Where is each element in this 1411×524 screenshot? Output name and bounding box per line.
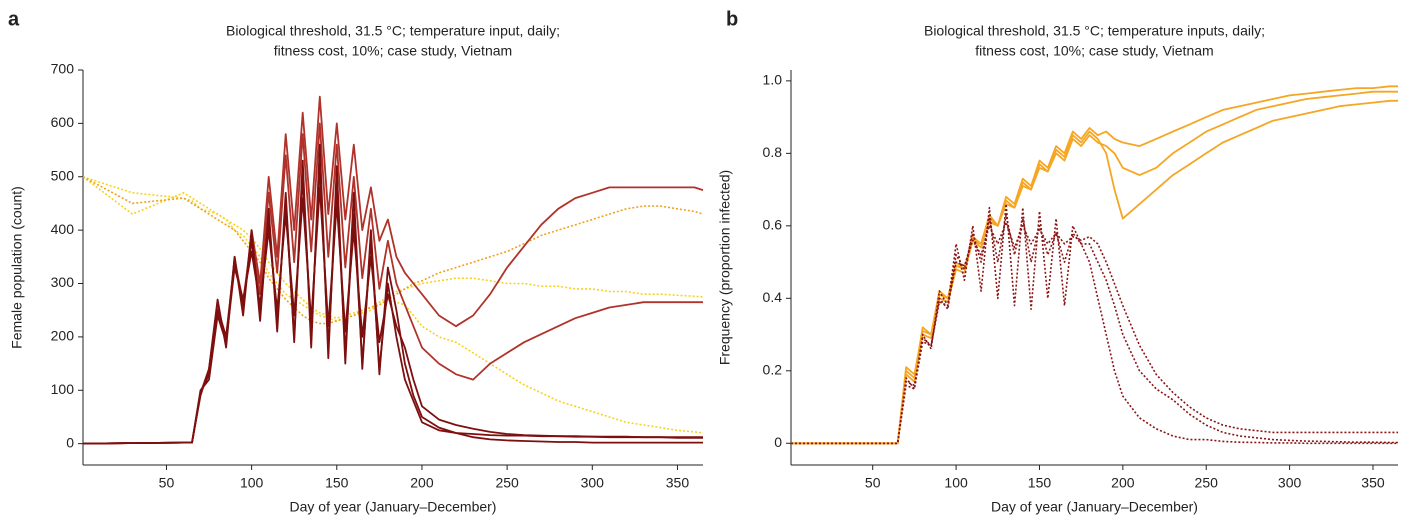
y-tick-label: 1.0 <box>763 72 783 88</box>
chart-title: fitness cost, 10%; case study, Vietnam <box>975 43 1213 59</box>
x-tick-label: 150 <box>325 475 349 491</box>
x-tick-label: 150 <box>1028 475 1052 491</box>
series-line <box>791 90 1398 445</box>
x-tick-label: 250 <box>1195 475 1219 491</box>
chart-title: fitness cost, 10%; case study, Vietnam <box>274 43 512 59</box>
chart-title: Biological threshold, 31.5 °C; temperatu… <box>226 23 560 39</box>
panel-label: a <box>8 8 20 30</box>
y-tick-label: 0.6 <box>763 217 783 233</box>
series-line <box>82 122 703 445</box>
y-tick-label: 600 <box>51 114 75 130</box>
series-line <box>82 176 704 319</box>
x-axis-label: Day of year (January–December) <box>991 499 1198 515</box>
y-tick-label: 100 <box>51 381 75 397</box>
series-line <box>82 143 703 445</box>
y-tick-label: 0.8 <box>763 144 783 160</box>
x-tick-label: 250 <box>495 475 519 491</box>
y-tick-label: 0 <box>774 434 782 450</box>
series-line <box>82 176 704 325</box>
x-tick-label: 300 <box>1278 475 1302 491</box>
y-axis-label: Female population (count) <box>9 186 25 349</box>
x-tick-label: 50 <box>159 475 175 491</box>
x-tick-label: 50 <box>865 475 881 491</box>
y-tick-label: 200 <box>51 328 75 344</box>
x-tick-label: 100 <box>944 475 968 491</box>
series-line <box>791 214 1398 445</box>
series-line <box>82 186 703 445</box>
panel-label: b <box>726 8 738 30</box>
x-tick-label: 200 <box>410 475 434 491</box>
y-tick-label: 0.2 <box>763 361 783 377</box>
y-axis-label: Frequency (proportion infected) <box>717 170 733 365</box>
x-tick-label: 300 <box>581 475 605 491</box>
series-line <box>791 221 1398 445</box>
y-tick-label: 500 <box>51 167 75 183</box>
series-line <box>82 165 703 445</box>
y-tick-label: 700 <box>51 61 75 77</box>
y-tick-label: 400 <box>51 221 75 237</box>
x-tick-label: 200 <box>1111 475 1135 491</box>
x-axis-label: Day of year (January–December) <box>290 499 497 515</box>
x-tick-label: 350 <box>666 475 690 491</box>
y-tick-label: 0 <box>66 434 74 450</box>
y-tick-label: 300 <box>51 274 75 290</box>
x-tick-label: 100 <box>240 475 264 491</box>
series-line <box>82 176 704 434</box>
x-tick-label: 350 <box>1361 475 1385 491</box>
series-line <box>791 99 1398 445</box>
chart-title: Biological threshold, 31.5 °C; temperatu… <box>924 23 1265 39</box>
series-line <box>791 203 1398 445</box>
y-tick-label: 0.4 <box>763 289 783 305</box>
